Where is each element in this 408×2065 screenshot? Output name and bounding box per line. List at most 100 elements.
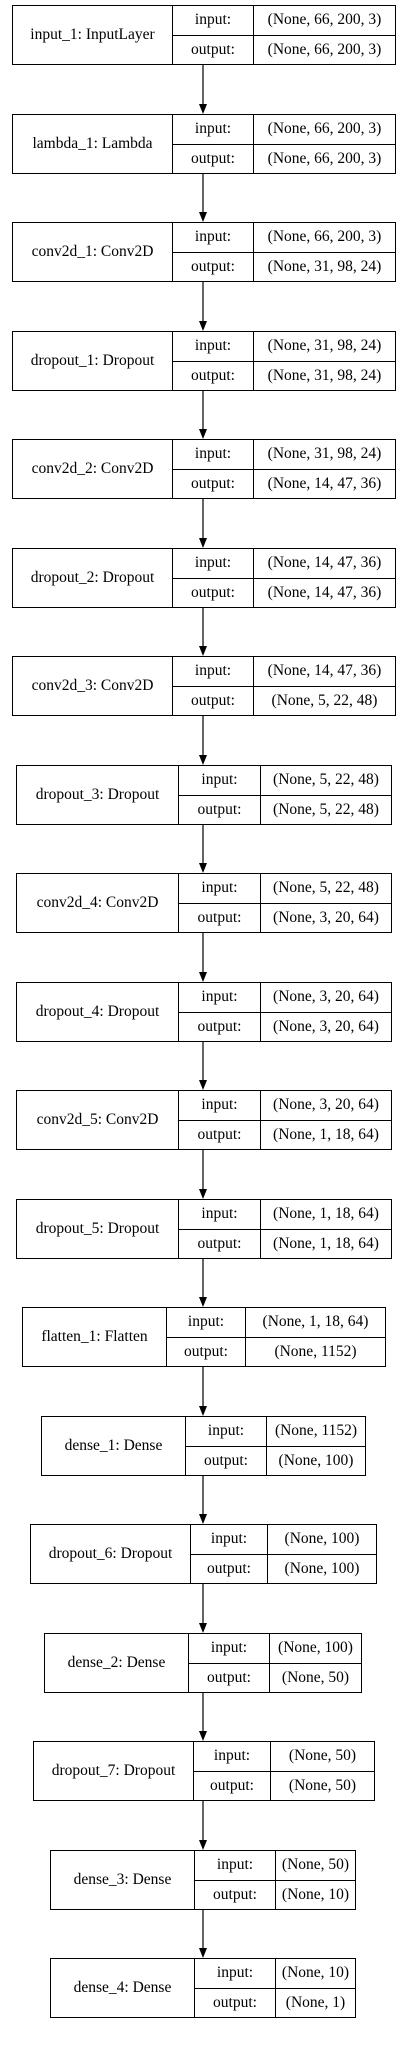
output-shape: (None, 66, 200, 3) [267, 40, 382, 58]
layer-node: lambda_1: Lambda input: output: (None, 66, … [12, 114, 396, 174]
output-label: output: [191, 474, 235, 492]
input-shape: (None, 100) [270, 1634, 361, 1664]
arrowhead-icon [199, 1840, 207, 1850]
layer-name: conv2d_4: Conv2D [17, 874, 179, 932]
input-shape: (None, 14, 47, 36) [254, 657, 395, 687]
layer-node: dense_1: Dense input: output: (None, 1152) (… [41, 1416, 366, 1476]
output-shape: (None, 14, 47, 36) [267, 474, 382, 492]
output-shape: (None, 31, 98, 24) [267, 257, 382, 275]
arrowhead-icon [199, 538, 207, 548]
input-label: input: [173, 549, 253, 579]
output-label: output: [207, 1559, 251, 1577]
input-label: input: [167, 1308, 245, 1338]
output-label: output: [207, 1668, 251, 1686]
arrowhead-icon [199, 321, 207, 331]
arrowhead-icon [199, 429, 207, 439]
input-shape: (None, 31, 98, 24) [254, 332, 395, 362]
layer-node: dense_2: Dense input: output: (None, 100) (N… [44, 1633, 362, 1693]
layer-node: dropout_1: Dropout input: output: (None, 31… [12, 331, 396, 391]
output-shape: (None, 5, 22, 48) [273, 800, 379, 818]
input-shape: (None, 5, 22, 48) [261, 874, 391, 904]
arrowhead-icon [199, 863, 207, 873]
output-shape: (None, 1) [285, 1993, 346, 2011]
output-shape: (None, 1, 18, 64) [273, 1125, 379, 1143]
layer-node: conv2d_3: Conv2D input: output: (None, 14, … [12, 656, 396, 716]
input-label: input: [195, 1959, 275, 1989]
output-shape: (None, 3, 20, 64) [273, 1017, 379, 1035]
input-label: input: [195, 1851, 275, 1881]
layer-node: dropout_2: Dropout input: output: (None, 14… [12, 548, 396, 608]
output-label: output: [197, 1017, 242, 1035]
layer-name: dropout_4: Dropout [17, 983, 179, 1041]
input-shape: (None, 66, 200, 3) [254, 6, 395, 36]
output-shape: (None, 10) [281, 1885, 350, 1903]
layer-node: dropout_5: Dropout input: output: (None, 1,… [16, 1199, 392, 1259]
input-shape: (None, 66, 200, 3) [254, 115, 395, 145]
output-shape: (None, 31, 98, 24) [267, 366, 382, 384]
input-shape: (None, 1, 18, 64) [261, 1200, 391, 1230]
arrowhead-icon [199, 1080, 207, 1090]
layer-node: flatten_1: Flatten input: output: (None, 1,… [22, 1307, 386, 1367]
arrowhead-icon [199, 1623, 207, 1633]
layer-name: dropout_6: Dropout [31, 1525, 191, 1583]
layer-name: input_1: InputLayer [13, 6, 173, 64]
output-label: output: [204, 1451, 248, 1469]
input-label: input: [173, 332, 253, 362]
input-shape: (None, 3, 20, 64) [261, 983, 391, 1013]
arrowhead-icon [199, 104, 207, 114]
output-shape: (None, 50) [281, 1668, 350, 1686]
output-shape: (None, 1, 18, 64) [273, 1234, 379, 1252]
output-label: output: [184, 1342, 228, 1360]
input-shape: (None, 5, 22, 48) [261, 766, 391, 796]
input-label: input: [179, 766, 260, 796]
input-label: input: [173, 115, 253, 145]
output-shape: (None, 14, 47, 36) [267, 583, 382, 601]
layer-node: dropout_3: Dropout input: output: (None, 5,… [16, 765, 392, 825]
output-shape: (None, 100) [278, 1451, 354, 1469]
output-label: output: [191, 40, 235, 58]
output-shape: (None, 66, 200, 3) [267, 149, 382, 167]
arrowhead-icon [199, 1514, 207, 1524]
output-label: output: [213, 1993, 257, 2011]
input-label: input: [179, 1091, 260, 1121]
output-label: output: [197, 800, 242, 818]
input-label: input: [179, 874, 260, 904]
input-label: input: [173, 6, 253, 36]
input-shape: (None, 1152) [267, 1417, 365, 1447]
input-label: input: [173, 657, 253, 687]
input-label: input: [179, 983, 260, 1013]
input-shape: (None, 66, 200, 3) [254, 223, 395, 253]
layer-node: dropout_7: Dropout input: output: (None, 50… [33, 1741, 375, 1801]
layer-name: dropout_2: Dropout [13, 549, 173, 607]
arrowhead-icon [199, 1731, 207, 1741]
arrowhead-icon [199, 646, 207, 656]
output-shape: (None, 100) [284, 1559, 360, 1577]
layer-node: conv2d_2: Conv2D input: output: (None, 31, … [12, 439, 396, 499]
output-shape: (None, 5, 22, 48) [271, 691, 378, 709]
output-label: output: [213, 1885, 257, 1903]
arrowhead-icon [199, 972, 207, 982]
output-label: output: [191, 366, 235, 384]
output-label: output: [197, 1234, 242, 1252]
layer-node: dropout_6: Dropout input: output: (None, 10… [30, 1524, 377, 1584]
layer-node: conv2d_5: Conv2D input: output: (None, 3, 2… [16, 1090, 392, 1150]
input-shape: (None, 3, 20, 64) [261, 1091, 391, 1121]
layer-node: conv2d_4: Conv2D input: output: (None, 5, 2… [16, 873, 392, 933]
layer-name: conv2d_3: Conv2D [13, 657, 173, 715]
output-label: output: [197, 1125, 242, 1143]
layer-name: dense_3: Dense [51, 1851, 195, 1909]
layer-name: conv2d_2: Conv2D [13, 440, 173, 498]
output-label: output: [191, 257, 235, 275]
layer-node: conv2d_1: Conv2D input: output: (None, 66, … [12, 222, 396, 282]
input-label: input: [179, 1200, 260, 1230]
output-label: output: [191, 149, 235, 167]
arrowhead-icon [199, 755, 207, 765]
output-label: output: [191, 691, 235, 709]
input-label: input: [191, 1525, 267, 1555]
input-shape: (None, 14, 47, 36) [254, 549, 395, 579]
input-label: input: [186, 1417, 266, 1447]
input-shape: (None, 31, 98, 24) [254, 440, 395, 470]
layer-name: dropout_1: Dropout [13, 332, 173, 390]
